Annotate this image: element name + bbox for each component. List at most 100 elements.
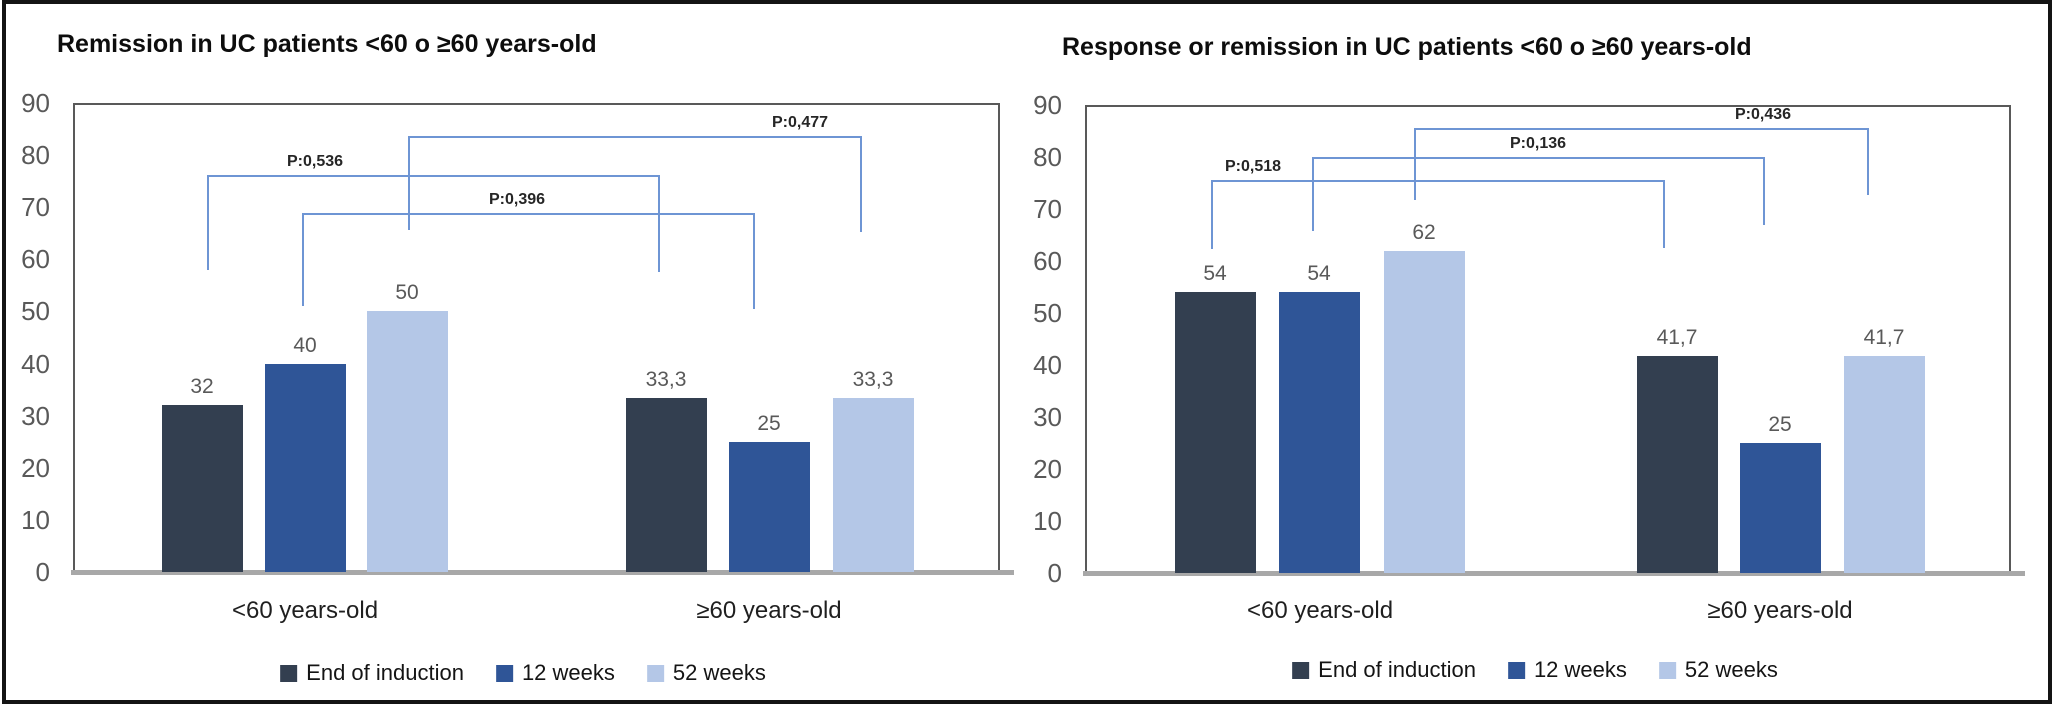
- response-remission-chart-bracket-leg-left-1: [1312, 157, 1314, 231]
- remission-chart-bracket-leg-left-0: [207, 174, 209, 270]
- response-remission-chart-bracket-line-2: [1414, 127, 1869, 130]
- response-remission-chart-legend-item-1: 12 weeks: [1507, 657, 1627, 682]
- response-remission-chart-bar-end-of-induction-group0: [1174, 292, 1256, 573]
- remission-chart-bracket-leg-right-1: [753, 212, 755, 309]
- remission-chart-legend-label-2: 52 weeks: [672, 660, 766, 685]
- remission-chart-category-label-1: ≥60 years-old: [696, 597, 842, 624]
- left-chart-title: Remission in UC patients <60 o ≥60 years…: [57, 30, 597, 58]
- response-remission-chart-ytick-30: 30: [1033, 402, 1062, 432]
- remission-chart-legend: End of induction 12 weeks 52 weeks: [280, 661, 766, 685]
- response-remission-chart-ytick-60: 60: [1033, 246, 1062, 276]
- remission-chart-ytick-20: 20: [21, 452, 50, 483]
- response-remission-chart-value-label-0-1: 41,7: [1656, 326, 1698, 350]
- remission-chart-p-value-label-1: P:0,396: [488, 190, 546, 208]
- response-remission-chart-legend-item-2: 52 weeks: [1658, 657, 1778, 682]
- response-remission-chart-value-label-2-0: 62: [1412, 220, 1436, 244]
- response-remission-chart-p-value-label-0: P:0,518: [1224, 157, 1282, 175]
- remission-chart-ytick-80: 80: [21, 140, 50, 171]
- remission-chart-value-label-2-1: 33,3: [852, 368, 894, 392]
- remission-chart-legend-item-2: 52 weeks: [646, 660, 766, 685]
- response-remission-chart-value-label-1-1: 25: [1768, 413, 1792, 436]
- response-remission-chart-legend-swatch-0: [1292, 661, 1310, 679]
- remission-chart-bar-52-weeks-group0: [366, 311, 448, 572]
- remission-chart-bar-12-weeks-group0: [264, 363, 346, 572]
- response-remission-chart-bracket-leg-left-2: [1414, 127, 1416, 201]
- response-remission-chart-ytick-80: 80: [1033, 142, 1062, 172]
- remission-chart-bracket-leg-left-1: [302, 212, 304, 307]
- right-chart-title: Response or remission in UC patients <60…: [1062, 33, 1752, 61]
- response-remission-chart-value-label-2-1: 41,7: [1863, 326, 1905, 350]
- remission-chart-value-label-1-1: 25: [757, 411, 781, 435]
- response-remission-chart-bracket-leg-left-0: [1211, 179, 1213, 250]
- response-remission-chart-bar-12-weeks-group0: [1278, 292, 1360, 573]
- response-remission-chart-bracket-line-1: [1312, 157, 1765, 159]
- remission-chart-value-label-0-0: 32: [190, 375, 214, 399]
- response-remission-chart-legend-swatch-2: [1658, 661, 1676, 679]
- remission-chart-legend-label-0: End of induction: [306, 660, 464, 685]
- remission-chart-ytick-30: 30: [21, 400, 50, 431]
- response-remission-chart-ytick-50: 50: [1033, 298, 1062, 328]
- remission-chart-value-label-0-1: 33,3: [645, 368, 687, 392]
- remission-chart-ytick-60: 60: [21, 244, 50, 275]
- response-remission-chart-p-value-label-1: P:0,136: [1509, 135, 1567, 152]
- remission-chart-bar-12-weeks-group1: [728, 441, 810, 572]
- response-remission-chart-ytick-90: 90: [1033, 90, 1062, 120]
- remission-chart-legend-swatch-0: [280, 664, 298, 682]
- response-remission-chart-ytick-0: 0: [1047, 558, 1062, 588]
- response-remission-chart-bracket-leg-right-1: [1763, 157, 1765, 226]
- remission-chart-ytick-90: 90: [21, 88, 50, 118]
- response-remission-chart-category-label-1: ≥60 years-old: [1707, 597, 1853, 624]
- response-remission-chart-legend-label-1: 12 weeks: [1533, 657, 1627, 682]
- response-remission-chart-legend-swatch-1: [1507, 661, 1525, 679]
- remission-chart-bracket-leg-right-2: [860, 135, 862, 232]
- remission-chart-bracket-line-2: [408, 135, 862, 138]
- remission-chart-bar-end-of-induction-group1: [625, 398, 707, 572]
- remission-chart-value-label-2-0: 50: [395, 281, 419, 305]
- response-remission-chart-x-axis-line: [1083, 571, 2025, 576]
- remission-chart-ytick-70: 70: [21, 192, 50, 223]
- remission-chart-p-value-label-0: P:0,536: [286, 152, 344, 170]
- response-remission-chart-legend: End of induction 12 weeks 52 weeks: [1292, 658, 1778, 682]
- response-remission-chart-bracket-leg-right-0: [1663, 179, 1665, 248]
- response-remission-chart-legend-label-0: End of induction: [1318, 657, 1476, 682]
- response-remission-chart-bracket-line-0: [1211, 179, 1665, 182]
- remission-chart-bracket-line-0: [207, 174, 660, 177]
- response-remission-chart-p-value-label-2: P:0,436: [1734, 105, 1792, 123]
- remission-chart-bar-end-of-induction-group0: [161, 405, 243, 572]
- response-remission-chart-bar-end-of-induction-group1: [1636, 356, 1718, 573]
- remission-chart-value-label-1-0: 40: [293, 333, 317, 357]
- response-remission-chart-ytick-10: 10: [1033, 506, 1062, 536]
- remission-chart-p-value-label-2: P:0,477: [771, 113, 829, 131]
- remission-chart-legend-swatch-2: [646, 664, 664, 682]
- response-remission-chart-value-label-1-0: 54: [1307, 262, 1331, 286]
- remission-chart-x-axis-line: [71, 570, 1014, 575]
- response-remission-chart-legend-item-0: End of induction: [1292, 658, 1476, 682]
- remission-chart-ytick-0: 0: [35, 557, 50, 587]
- response-remission-chart-ytick-40: 40: [1033, 350, 1062, 380]
- remission-chart-ytick-50: 50: [21, 296, 50, 327]
- response-remission-chart-ytick-20: 20: [1033, 454, 1062, 484]
- remission-chart-ytick-10: 10: [21, 504, 50, 535]
- response-remission-chart-legend-label-2: 52 weeks: [1684, 657, 1778, 682]
- response-remission-chart-bracket-leg-right-2: [1867, 127, 1869, 195]
- response-remission-chart-category-label-0: <60 years-old: [1246, 597, 1394, 624]
- response-remission-chart-bar-52-weeks-group1: [1843, 356, 1925, 573]
- remission-chart-legend-item-0: End of induction: [280, 661, 464, 685]
- remission-chart-legend-swatch-1: [495, 664, 513, 682]
- response-remission-chart-bar-52-weeks-group0: [1383, 250, 1465, 573]
- remission-chart-bracket-leg-right-0: [658, 174, 660, 272]
- response-remission-chart-ytick-70: 70: [1033, 194, 1062, 224]
- remission-chart-ytick-40: 40: [21, 348, 50, 379]
- remission-chart-legend-label-1: 12 weeks: [521, 660, 615, 685]
- response-remission-chart-value-label-0-0: 54: [1203, 262, 1227, 286]
- remission-chart-bracket-line-1: [302, 212, 755, 215]
- remission-chart-bar-52-weeks-group1: [832, 398, 914, 572]
- response-remission-chart-bar-12-weeks-group1: [1739, 443, 1821, 573]
- remission-chart-bracket-leg-left-2: [408, 135, 410, 231]
- remission-chart-legend-item-1: 12 weeks: [495, 660, 615, 685]
- remission-chart-category-label-0: <60 years-old: [231, 597, 379, 624]
